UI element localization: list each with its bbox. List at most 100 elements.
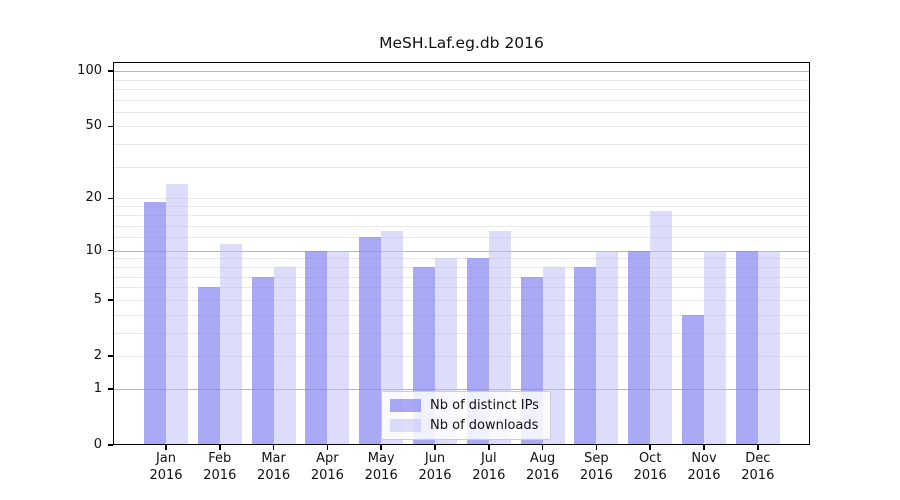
x-tick-mark [326,445,329,450]
y-tick-mark [108,355,113,357]
y-tick-mark [108,249,113,252]
bar-downloads [596,250,619,445]
y-tick-mark [108,388,113,390]
y-tick-mark [108,444,113,446]
x-tick-year: 2016 [149,467,183,483]
x-tick-month: Nov [691,451,717,466]
legend-swatch-distinct-ips [390,399,421,412]
x-tick-mark [703,445,705,450]
x-tick-month: Jun [424,451,446,466]
x-tick-mark [434,445,436,450]
bar-downloads [757,250,780,445]
gridline-major [113,250,810,252]
x-tick-label: Nov 2016 [675,451,733,484]
x-tick-mark [380,445,382,450]
x-tick-year: 2016 [472,467,506,483]
x-tick-month: Apr [316,451,339,466]
x-tick-month: Dec [745,451,771,466]
x-tick-label: Apr 2016 [298,451,356,484]
y-tick-label: 1 [93,380,102,396]
gridline-major [113,388,810,390]
bar-distinct-ips [305,250,328,445]
bar-distinct-ips [574,267,597,445]
gridline-minor [113,266,810,268]
gridline-minor [113,79,810,81]
bar-downloads [166,184,188,445]
bar-distinct-ips [735,250,758,445]
x-tick-mark [219,445,221,450]
x-tick-month: Jul [480,451,497,466]
legend-item-downloads: Nb of downloads [390,418,539,433]
x-tick-label: Feb 2016 [191,451,249,484]
gridline-major [113,71,810,73]
y-tick-mark [108,299,113,301]
x-tick-label: Mar 2016 [245,451,303,484]
x-tick-mark [488,445,490,450]
bar-downloads [219,243,242,445]
x-tick-label: Aug 2016 [514,451,572,484]
gridline-minor [113,276,810,278]
bars-layer [113,62,810,445]
x-tick-label: Sep 2016 [567,451,625,484]
x-tick-month: May [367,451,395,466]
gridline-minor [113,88,810,90]
x-tick-year: 2016 [741,467,775,483]
x-tick-year: 2016 [203,467,237,483]
bar-distinct-ips [628,250,651,445]
legend-swatch-downloads [390,419,421,432]
bar-distinct-ips [251,276,274,445]
x-tick-year: 2016 [418,467,452,483]
x-tick-month: Sep [584,451,609,466]
legend-label-distinct-ips: Nb of distinct IPs [430,398,539,413]
x-tick-year: 2016 [633,467,667,483]
gridline-minor [113,99,810,101]
x-tick-month: Feb [208,451,232,466]
y-tick-label: 0 [93,437,102,452]
gridline-minor [113,126,810,128]
legend-label-downloads: Nb of downloads [430,418,539,433]
bar-downloads [650,210,673,445]
gridline-minor [113,166,810,168]
gridline-minor [113,111,810,113]
x-tick-label: May 2016 [352,451,410,484]
bar-distinct-ips [197,287,220,445]
plot-area: Nb of distinct IPs Nb of downloads [113,62,810,445]
legend-item-distinct-ips: Nb of distinct IPs [390,398,539,413]
gridline-minor [113,314,810,316]
y-tick-label: 2 [93,347,102,363]
y-tick-label: 10 [85,242,102,258]
x-tick-month: Aug [529,451,556,466]
x-tick-year: 2016 [687,467,721,483]
gridline-minor [113,206,810,208]
x-tick-label: Dec 2016 [729,451,787,484]
gridline-minor [113,144,810,146]
x-tick-mark [165,445,167,450]
x-tick-month: Mar [261,451,286,466]
x-tick-year: 2016 [257,467,291,483]
y-tick-label: 5 [93,291,102,307]
x-tick-label: Oct 2016 [621,451,679,484]
gridline-minor [113,215,810,217]
gridline-minor [113,237,810,239]
y-tick-label: 20 [85,190,102,206]
x-tick-mark [757,445,759,450]
x-tick-mark [272,445,275,450]
x-tick-mark [649,445,651,450]
bar-downloads [273,267,296,445]
gridline-minor [113,198,810,200]
x-tick-month: Oct [638,451,662,466]
bar-downloads [327,250,350,445]
legend: Nb of distinct IPs Nb of downloads [381,391,551,440]
gridline-minor [113,355,810,357]
gridline-minor [113,225,810,227]
x-tick-year: 2016 [579,467,613,483]
x-tick-mark [595,445,598,450]
gridline-minor [113,332,810,334]
x-tick-label: Jul 2016 [460,451,518,484]
gridlines-layer [113,62,810,445]
y-tick-label: 100 [77,63,102,79]
gridline-minor [113,258,810,260]
x-tick-year: 2016 [364,467,398,483]
y-tick-mark [108,70,113,72]
